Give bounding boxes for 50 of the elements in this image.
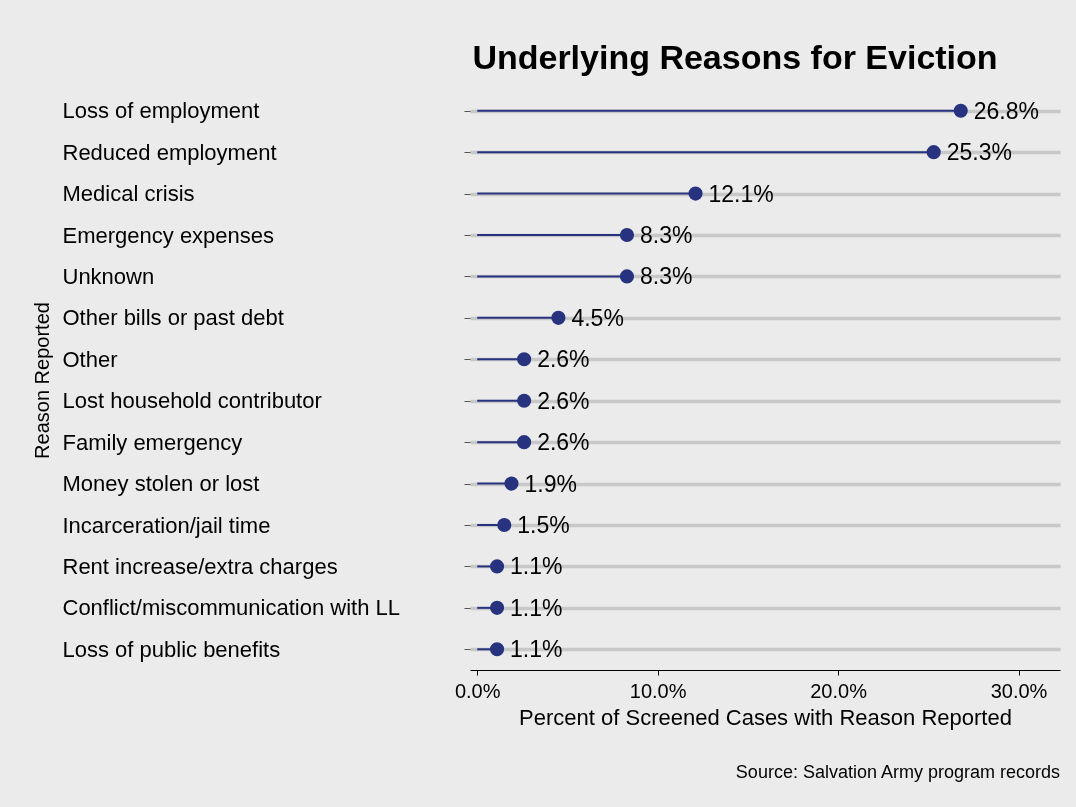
y-tick-label: Conflict/miscommunication with LL	[62, 595, 400, 621]
y-tick-label: Rent increase/extra charges	[62, 553, 338, 579]
y-tick-label: Incarceration/jail time	[62, 512, 271, 538]
data-label: 12.1%	[708, 180, 774, 207]
x-tick-label: 10.0%	[629, 679, 687, 702]
data-label: 1.1%	[510, 636, 563, 663]
point	[688, 186, 703, 201]
data-label: 1.9%	[524, 470, 577, 497]
data-label: 1.5%	[517, 512, 570, 538]
y-tick-label: Medical crisis	[62, 181, 195, 207]
y-tick-label: Loss of employment	[62, 98, 260, 124]
data-label: 1.1%	[510, 553, 563, 580]
x-tick-label: 30.0%	[990, 679, 1048, 702]
point	[619, 269, 635, 284]
x-axis-title: Percent of Screened Cases with Reason Reported	[519, 704, 1012, 730]
y-tick-label: Money stolen or lost	[62, 471, 260, 497]
point	[517, 435, 532, 450]
point	[517, 352, 532, 367]
point	[551, 310, 566, 325]
chart-title: Underlying Reasons for Eviction	[472, 38, 998, 76]
data-label: 2.6%	[537, 346, 590, 373]
data-label: 8.3%	[639, 222, 693, 248]
point	[517, 393, 532, 408]
y-tick-label: Family emergency	[62, 429, 243, 455]
data-label: 25.3%	[946, 139, 1012, 166]
point	[504, 476, 519, 491]
y-tick-label: Other	[62, 346, 118, 372]
point	[926, 145, 941, 160]
y-tick-label: Loss of public benefits	[62, 636, 281, 662]
data-label: 26.8%	[973, 97, 1039, 124]
point	[497, 517, 512, 533]
x-tick-label: 0.0%	[454, 679, 501, 702]
data-label: 1.1%	[510, 594, 563, 621]
point	[489, 559, 505, 574]
point	[619, 227, 635, 243]
y-tick-label: Unknown	[62, 263, 155, 289]
y-tick-label: Emergency expenses	[62, 222, 275, 248]
y-tick-label: Lost household contributor	[62, 388, 322, 414]
y-axis-title: Reason Reported	[30, 302, 53, 459]
y-tick-label: Reduced employment	[62, 139, 277, 165]
source-note: Source: Salvation Army program records	[735, 762, 1060, 782]
data-label: 8.3%	[639, 263, 693, 290]
data-label: 2.6%	[537, 429, 590, 456]
point	[489, 600, 505, 615]
y-tick-label: Other bills or past debt	[62, 305, 284, 331]
data-label: 4.5%	[571, 304, 624, 331]
point	[953, 103, 968, 118]
data-label: 2.6%	[537, 387, 590, 414]
x-tick-label: 20.0%	[810, 679, 868, 702]
point	[489, 642, 505, 657]
